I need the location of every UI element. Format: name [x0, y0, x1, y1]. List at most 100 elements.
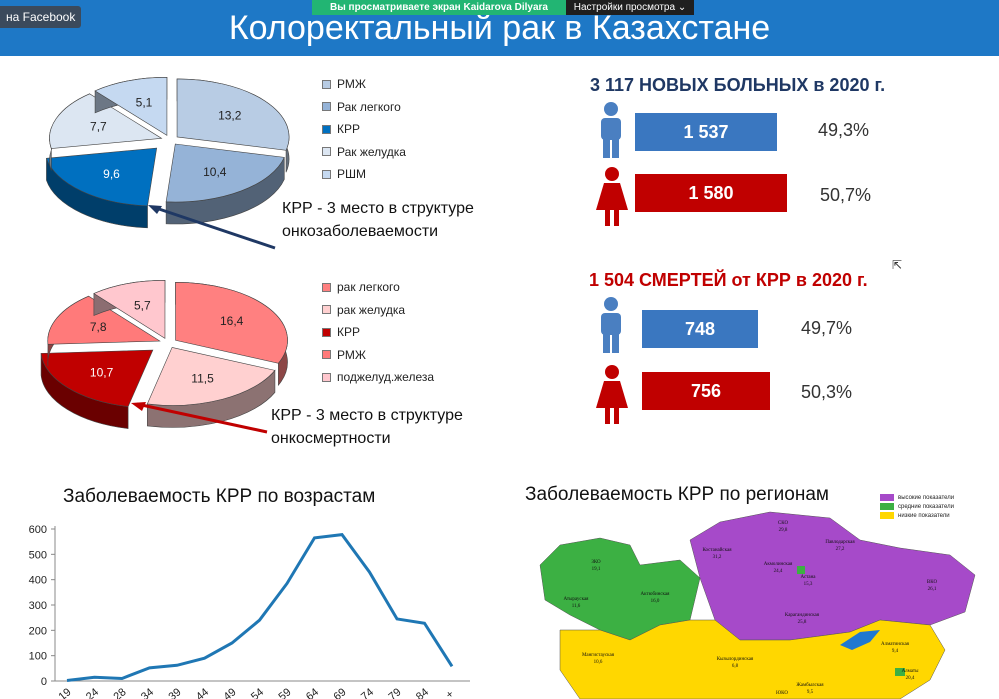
y-tick-label: 600 — [29, 524, 47, 536]
map-region-value: 24,4 — [774, 569, 783, 574]
map-region-value: 15,3 — [804, 582, 813, 587]
map-legend-item: высокие показатели — [880, 493, 954, 502]
mortality-pie-chart: 16,4 11,5 10,7 7,8 5,7 — [40, 280, 288, 429]
y-tick-label: 400 — [29, 575, 47, 587]
mortality-pie-slice — [47, 295, 161, 345]
mortality-note-line2: онкосмертности — [271, 430, 391, 447]
map-region-name: Атырауская — [564, 597, 590, 602]
screen-share-banner: Вы просматриваете экран Kaidarova Dilyar… — [312, 0, 566, 15]
map-region-name: Павлодарская — [825, 540, 855, 545]
map-legend: высокие показатели средние показатели низк… — [880, 493, 954, 520]
mortality-legend-swatch — [322, 282, 331, 292]
incidence-pie-slice-label: 10,4 — [203, 165, 227, 179]
y-tick-label: 100 — [29, 651, 47, 663]
mortality-pie-slice — [93, 280, 166, 339]
map-region-purple — [689, 511, 976, 641]
incidence-legend-swatch — [322, 79, 331, 89]
incidence-legend-swatch — [322, 102, 331, 112]
map-legend-label: низкие показатели — [898, 512, 950, 519]
facebook-label[interactable]: на Facebook — [0, 6, 82, 28]
map-region-value: 6,8 — [732, 664, 739, 669]
map-legend-label: высокие показатели — [898, 494, 955, 501]
mortality-pie-slice — [146, 347, 276, 406]
incidence-legend: РМЖ Рак легкого КРР Рак желудка РШМ — [322, 73, 406, 186]
incidence-legend-label: РШМ — [337, 167, 366, 182]
incidence-legend-label: РМЖ — [337, 77, 366, 92]
mortality-legend-label: РМЖ — [337, 347, 366, 362]
incidence-pie-slice-label: 5,1 — [136, 96, 153, 110]
map-region-name: Костанайская — [702, 548, 732, 553]
deaths-title: 1 504 СМЕРТЕЙ от КРР в 2020 г. — [589, 270, 868, 290]
map-region-green — [539, 537, 701, 641]
view-settings-label: Настройки просмотра — [573, 2, 676, 13]
x-tick-label: 44 — [194, 686, 211, 699]
deaths-female-bar: 756 — [642, 372, 770, 410]
map-region-value: 9,4 — [892, 649, 899, 654]
incidence-note: КРР - 3 место в структуре онкозаболеваем… — [282, 197, 474, 243]
mortality-pie-slice-label: 5,7 — [134, 299, 151, 313]
map-region-name: СКО — [778, 521, 789, 526]
age-incidence-line-chart: 0 100 200 300 400 500 600 19 24 28 34 39 44 49 54 59 64 6… — [29, 524, 470, 699]
map-region-value: 25,8 — [798, 620, 807, 625]
incidence-legend-swatch — [322, 169, 331, 179]
x-tick-label: 24 — [84, 686, 101, 699]
region-map-title: Заболеваемость КРР по регионам — [525, 484, 829, 505]
deaths-male-pct: 49,7% — [801, 318, 853, 338]
mortality-arrow-head — [131, 402, 146, 411]
map-region-value: 10,6 — [594, 660, 603, 665]
female-icon — [596, 365, 628, 424]
map-region-name: Мангистауская — [582, 653, 615, 658]
map-region-name: Карагандинская — [785, 613, 820, 618]
incidence-legend-label: Рак желудка — [337, 144, 406, 159]
incidence-pie-chart: 13,2 10,4 9,6 7,7 5,1 — [46, 77, 290, 229]
x-tick-label: 34 — [139, 686, 156, 699]
mortality-pie-slice — [40, 349, 154, 407]
x-tick-label: 64 — [304, 686, 321, 699]
y-tick-label: 200 — [29, 625, 47, 637]
incidence-legend-label: Рак легкого — [337, 99, 401, 114]
mortality-legend-swatch — [322, 327, 331, 337]
mortality-legend-label: поджелуд.железа — [337, 370, 435, 385]
map-region-name: ЗКО — [591, 560, 601, 565]
incidence-note-line2: онкозаболеваемости — [282, 223, 439, 240]
incidence-pie-slice — [46, 147, 158, 207]
male-icon — [601, 297, 621, 353]
incidence-arrow — [152, 205, 276, 250]
new-cases-female-pct: 50,7% — [820, 185, 872, 205]
new-cases-male-pct: 49,3% — [818, 120, 870, 140]
map-region-value: 11,6 — [572, 604, 581, 609]
incidence-note-line1: КРР - 3 место в структуре — [282, 200, 474, 217]
deaths-male-bar: 748 — [642, 310, 758, 348]
mortality-pie-slice — [175, 281, 288, 364]
incidence-legend-item: РШМ — [322, 163, 406, 186]
mortality-note: КРР - 3 место в структуре онкосмертности — [271, 404, 463, 450]
map-legend-swatch — [880, 494, 894, 501]
new-cases-female-bar: 1 580 — [635, 174, 787, 212]
map-legend-label: средние показатели — [898, 503, 954, 510]
incidence-pie-slice-label: 7,7 — [90, 119, 107, 133]
new-cases-male-bar: 1 537 — [635, 113, 777, 151]
map-legend-swatch — [880, 512, 894, 519]
mortality-pie-slice-label: 7,8 — [90, 320, 107, 334]
map-almaty-marker — [895, 668, 905, 676]
incidence-legend-swatch — [322, 147, 331, 157]
incidence-legend-item: РМЖ — [322, 73, 406, 96]
x-tick-label: 39 — [167, 686, 184, 699]
map-legend-item: средние показатели — [880, 502, 954, 511]
mortality-legend: рак легкого рак желудка КРР РМЖ поджелуд.жел… — [322, 276, 434, 389]
slide-title: Колоректальный рак в Казахстане — [228, 9, 771, 47]
view-settings-button[interactable]: Настройки просмотра ⌄ — [566, 0, 694, 15]
x-tick-label: 28 — [112, 686, 129, 699]
x-tick-label: 79 — [387, 686, 404, 699]
map-region-value: 19,1 — [592, 567, 601, 572]
x-tick-label: 59 — [277, 686, 294, 699]
map-region-value: 9,5 — [807, 690, 814, 695]
mortality-legend-item: РМЖ — [322, 344, 434, 367]
mortality-legend-item: рак легкого — [322, 276, 434, 299]
x-tick-label: 74 — [359, 686, 376, 699]
map-region-value: 27,2 — [836, 547, 845, 552]
incidence-pie-slice-label: 9,6 — [103, 167, 120, 181]
x-tick-label: 19 — [57, 686, 74, 699]
mortality-legend-label: рак желудка — [337, 302, 406, 317]
mortality-legend-label: КРР — [337, 325, 360, 340]
